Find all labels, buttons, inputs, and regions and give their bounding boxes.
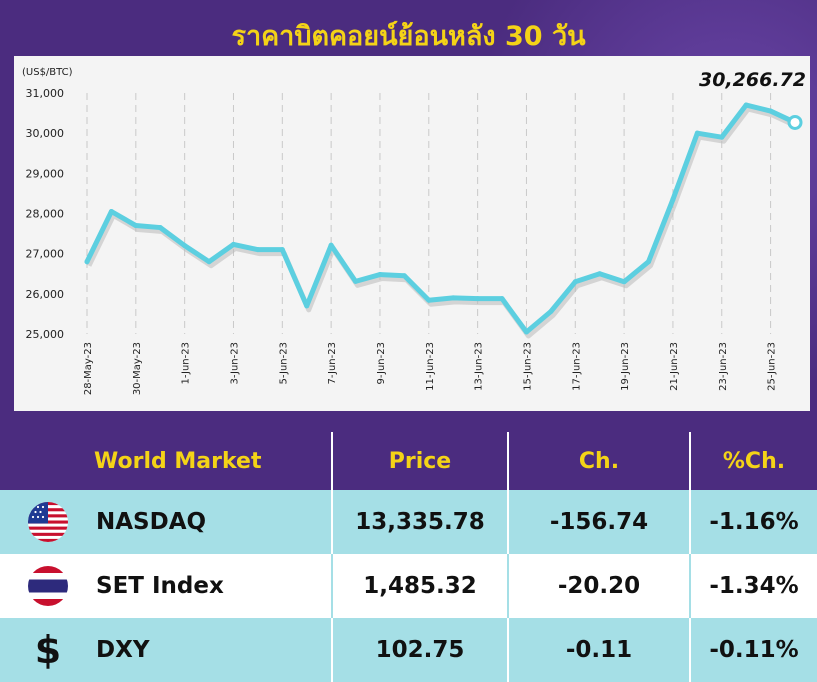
market-name-cell: SET Index [0,554,333,618]
header-world-market: World Market [0,432,333,490]
dollar-icon: $ [34,628,62,672]
data-point [426,297,432,303]
header-change: Ch. [509,432,691,490]
data-point [328,242,334,248]
x-tick-label: 25-Jun-23 [767,342,778,391]
price-line-chart: 25,000 26,000 27,000 28,000 29,000 30,000 31,0… [22,67,806,395]
market-name: DXY [96,637,150,663]
x-tick-label: 28-May-23 [83,342,94,395]
data-point [768,108,774,114]
y-tick-label: 29,000 [26,167,65,180]
data-point [133,223,139,229]
page-title: ราคาบิตคอยน์ย้อนหลัง 30 วัน [231,21,586,52]
data-point [377,272,383,278]
x-tick-label: 17-Jun-23 [571,342,582,391]
x-tick-label: 11-Jun-23 [425,342,436,391]
table-row: NASDAQ 13,335.78 -156.74 -1.16% [0,490,817,554]
percent-change-cell: -0.11% [709,637,799,663]
data-point [108,208,114,214]
price-cell: 13,335.78 [333,490,509,554]
market-name-cell: $ DXY [0,618,333,682]
price-line [84,102,798,335]
x-tick-label: 9-Jun-23 [376,342,387,385]
market-name-cell: NASDAQ [0,490,333,554]
percent-change-cell: -1.34% [709,573,799,599]
data-point [206,259,212,265]
header-price: Price [333,432,509,490]
x-tick-label: 13-Jun-23 [474,342,485,391]
last-point-marker [787,114,803,130]
last-value-label: 30,266.72 [699,69,806,91]
table-row: SET Index 1,485.32 -20.20 -1.34% [0,554,817,618]
y-tick-label: 25,000 [26,328,65,341]
data-point [157,225,163,231]
y-tick-label: 30,000 [26,127,65,140]
data-point [743,102,749,108]
data-point [523,329,529,335]
data-point [719,134,725,140]
x-tick-label: 15-Jun-23 [522,342,533,391]
thai-flag-icon [28,566,68,606]
table-row: $ DXY 102.75 -0.11 -0.11% [0,618,817,682]
data-point [84,259,90,265]
data-point [279,247,285,253]
change-cell: -156.74 [509,490,691,554]
data-point [475,296,481,302]
table-header: World Market Price Ch. %Ch. [0,432,817,490]
data-point [670,196,676,202]
data-point [401,273,407,279]
us-flag-icon [28,502,68,542]
market-name: NASDAQ [96,509,207,535]
data-point [597,271,603,277]
data-point [572,279,578,285]
x-tick-label: 30-May-23 [132,342,143,395]
percent-change-cell: -1.16% [709,509,799,535]
x-tick-label: 3-Jun-23 [229,342,240,385]
world-market-table: World Market Price Ch. %Ch. [0,432,817,682]
price-cell: 102.75 [333,618,509,682]
market-name: SET Index [96,573,224,599]
chart-panel: 25,000 26,000 27,000 28,000 29,000 30,000 31,0… [14,56,810,411]
x-tick-label: 5-Jun-23 [278,342,289,385]
data-point [230,241,236,247]
data-point [694,130,700,136]
data-point [548,309,554,315]
data-point [450,295,456,301]
data-point [353,278,359,284]
y-unit-label: (US$/BTC) [22,67,73,78]
y-tick-label: 26,000 [26,288,65,301]
data-point [499,296,505,302]
change-cell: -20.20 [509,554,691,618]
data-point [304,303,310,309]
x-tick-label: 21-Jun-23 [669,342,680,391]
y-tick-label: 27,000 [26,248,65,261]
data-point [182,243,188,249]
y-tick-label: 28,000 [26,208,65,221]
data-point [255,247,261,253]
x-tick-label: 19-Jun-23 [620,342,631,391]
header-banner: ราคาบิตคอยน์ย้อนหลัง 30 วัน 25,000 26,000… [0,0,817,432]
y-tick-label: 31,000 [26,87,65,100]
data-point [621,279,627,285]
x-tick-label: 1-Jun-23 [181,342,192,385]
x-tick-label: 7-Jun-23 [327,342,338,385]
price-cell: 1,485.32 [333,554,509,618]
header-percent-change: %Ch. [722,448,786,474]
data-point [646,259,652,265]
x-tick-label: 23-Jun-23 [718,342,729,391]
price-line-shadow [86,106,799,339]
change-cell: -0.11 [509,618,691,682]
